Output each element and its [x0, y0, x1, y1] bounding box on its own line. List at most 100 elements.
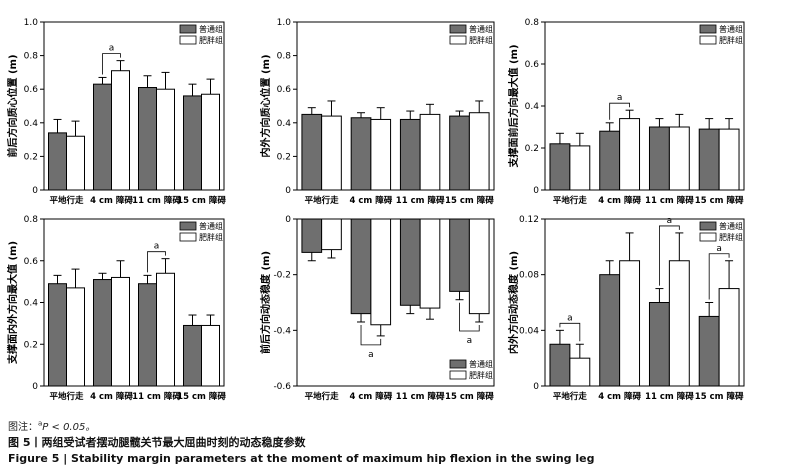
note-prefix: 图注：: [8, 422, 38, 433]
y-tick-label: 0.8: [24, 52, 39, 62]
x-tick-label: 11 cm 障碍: [645, 391, 694, 402]
figure-title-cn: 图 5丨两组受试者摆动腿髋关节最大屈曲时刻的动态稳度参数: [8, 436, 306, 449]
y-tick-label: 0.2: [24, 340, 38, 350]
x-tick-label: 11 cm 障碍: [132, 391, 181, 402]
bar-normal-group: [449, 115, 470, 191]
x-tick-label: 4 cm 障碍: [90, 391, 133, 402]
bar-normal-group: [399, 118, 421, 191]
x-tick-label: 11 cm 障碍: [132, 195, 181, 206]
bar-normal-group: [449, 218, 470, 292]
bar-normal-group: [183, 95, 202, 191]
legend-swatch-obese: [449, 35, 467, 45]
chart-panel-6: 0 0.04 0.08 0.12 内外方向动态稳度 (m) 平地行走 4 cm 障碍 11 c…: [507, 215, 745, 402]
significance-label: a: [109, 44, 115, 54]
bar-normal-group: [599, 130, 621, 191]
x-tick-label: 平地行走: [553, 195, 588, 206]
bar-obese-group: [468, 112, 490, 191]
y-axis-label: 内外方向动态稳度 (m): [507, 251, 520, 354]
y-axis-label: 内外方向质心位置 (m): [259, 54, 272, 157]
bar-obese-group: [111, 70, 130, 191]
y-tick-label: 0.4: [24, 119, 39, 129]
y-tick-label: 0.4: [24, 299, 39, 309]
plot-frame: [296, 21, 495, 191]
legend-label: 普通组: [469, 24, 493, 34]
legend-swatch-normal: [179, 221, 197, 231]
bar-obese-group: [668, 126, 690, 191]
legend-swatch-obese: [179, 232, 197, 242]
legend-label: 普通组: [719, 24, 743, 34]
bar-obese-group: [668, 260, 690, 387]
y-tick-label: 0.6: [24, 85, 39, 95]
y-tick-label: 0: [32, 186, 38, 196]
plot-frame: [544, 218, 745, 387]
legend-label: 普通组: [719, 221, 743, 231]
x-tick-label: 11 cm 障碍: [396, 195, 445, 206]
bar-normal-group: [549, 343, 571, 387]
significance-bracket: [609, 102, 630, 120]
significance-bracket: [360, 324, 382, 346]
plot-frame: [43, 21, 225, 191]
bar-obese-group: [156, 88, 175, 191]
x-tick-label: 11 cm 障碍: [396, 391, 445, 402]
y-axis-label: 支撑面前后方向最大值 (m): [507, 44, 520, 168]
bar-normal-group: [138, 283, 157, 387]
y-tick-label: 1.0: [24, 18, 39, 28]
legend-label: 普通组: [199, 24, 223, 34]
bar-normal-group: [549, 143, 571, 191]
y-tick-label: 0.2: [277, 152, 291, 162]
bar-normal-group: [648, 126, 670, 191]
legend-label: 肥胖组: [469, 35, 493, 45]
y-tick-label: 0: [533, 186, 539, 196]
y-tick-label: -0.4: [273, 326, 291, 336]
plot-frame: [296, 218, 495, 387]
significance-bracket: [708, 253, 730, 300]
bar-obese-group: [66, 135, 85, 191]
legend-swatch-normal: [699, 221, 717, 231]
chart-panel-3: 0 0.2 0.4 0.6 0.8 支撑面前后方向最大值 (m) 平地行走 4 cm 障碍 11…: [507, 18, 745, 206]
y-tick-label: 0.04: [519, 326, 539, 336]
bar-obese-group: [419, 113, 441, 191]
legend-swatch-obese: [699, 35, 717, 45]
chart-panel-5: 0 -0.2 -0.4 -0.6 前后方向动态稳度 (m) 平地行走 4 cm 障碍 11 c…: [259, 215, 495, 402]
bar-obese-group: [419, 218, 441, 309]
bar-obese-group: [569, 357, 591, 387]
bar-obese-group: [718, 288, 740, 387]
bar-obese-group: [569, 145, 591, 191]
significance-label: a: [567, 313, 573, 323]
y-axis-label: 支撑面内外方向最大值 (m): [6, 241, 19, 365]
legend-label: 肥胖组: [719, 35, 743, 45]
y-tick-label: 0.6: [277, 85, 292, 95]
bar-normal-group: [301, 218, 323, 253]
bar-obese-group: [718, 128, 740, 191]
note-text: P < 0.05。: [42, 422, 96, 433]
y-tick-label: 0: [533, 382, 539, 392]
x-tick-label: 4 cm 障碍: [350, 195, 393, 206]
bar-obese-group: [370, 218, 392, 326]
legend-swatch-normal: [449, 359, 467, 369]
y-tick-label: 1.0: [277, 18, 292, 28]
bar-obese-group: [370, 118, 392, 191]
significance-label: a: [716, 244, 722, 254]
significance-bracket: [659, 225, 680, 286]
significance-bracket: [459, 302, 480, 332]
y-tick-label: 0.2: [525, 144, 539, 154]
significance-label: a: [467, 336, 473, 346]
y-tick-label: 0.12: [519, 215, 539, 225]
x-tick-label: 15 cm 障碍: [445, 195, 494, 206]
figure-title-en: Figure 5 | Stability margin parameters a…: [8, 452, 595, 465]
bar-normal-group: [350, 218, 372, 315]
bar-obese-group: [619, 118, 641, 191]
figure-note: 图注：aP < 0.05。: [8, 418, 95, 433]
bar-normal-group: [350, 117, 372, 191]
note-superscript: a: [38, 419, 43, 428]
bar-normal-group: [698, 128, 720, 191]
y-tick-label: 0.8: [24, 215, 39, 225]
bar-obese-group: [66, 287, 85, 387]
x-tick-label: 4 cm 障碍: [598, 195, 641, 206]
x-tick-label: 15 cm 障碍: [695, 391, 744, 402]
y-tick-label: 0.6: [525, 60, 540, 70]
bar-obese-group: [468, 218, 490, 315]
y-tick-label: 0.8: [525, 18, 540, 28]
y-tick-label: 0.4: [525, 102, 540, 112]
